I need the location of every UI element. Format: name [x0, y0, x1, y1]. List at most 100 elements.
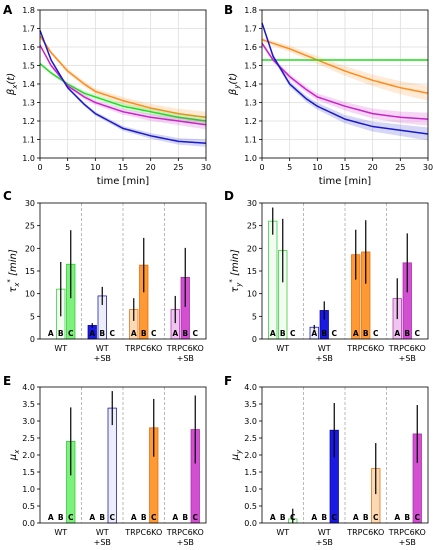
bar-letter: C — [414, 513, 420, 522]
series-line-2 — [39, 44, 207, 126]
plot-frame — [261, 9, 429, 159]
bar-letter: B — [58, 329, 64, 338]
bar-letter: A — [172, 513, 178, 522]
group-label: WT — [276, 344, 289, 353]
y-tick-label: 1.0 — [22, 485, 35, 494]
y-tick-label: 5 — [252, 312, 257, 321]
y-tick-label: 15 — [25, 267, 35, 276]
bar-letter: C — [331, 329, 337, 338]
y-tick-label: 25 — [247, 222, 257, 231]
y-tick-label: 1.0 — [244, 154, 257, 163]
group-label: TRPC6KO — [388, 528, 426, 537]
plot-frame — [39, 202, 207, 340]
x-tick-label: 5 — [65, 163, 70, 172]
x-tick-label: 15 — [118, 163, 128, 172]
y-axis-label: μx — [8, 449, 21, 461]
y-tick-label: 20 — [25, 244, 35, 253]
bar-letter: B — [280, 329, 286, 338]
x-tick-label: 10 — [312, 163, 322, 172]
y-tick-label: 1.0 — [22, 154, 35, 163]
panel-letter-A: A — [3, 3, 13, 17]
y-tick-label: 2.5 — [244, 434, 257, 443]
y-tick-label: 2.0 — [244, 451, 257, 460]
bar-letter: C — [290, 329, 296, 338]
bar-letter: C — [151, 513, 157, 522]
y-tick-label: 1.5 — [22, 468, 35, 477]
x-tick-label: 30 — [201, 163, 211, 172]
x-tick-label: 0 — [259, 163, 264, 172]
y-tick-label: 1.8 — [244, 6, 257, 15]
bar-letter: A — [172, 329, 178, 338]
x-tick-label: 0 — [37, 163, 42, 172]
y-axis-label: μy — [230, 449, 243, 461]
panel-letter-B: B — [224, 3, 233, 17]
x-tick-label: 10 — [90, 163, 100, 172]
y-tick-label: 0.0 — [22, 519, 35, 528]
bar-letter: A — [394, 329, 400, 338]
bar-1-2 — [107, 407, 117, 524]
group-label: WT — [276, 528, 289, 537]
group-label: +SB — [177, 354, 194, 363]
y-tick-label: 1.3 — [22, 99, 35, 108]
x-axis-label: time [min] — [97, 176, 150, 187]
bar-letter: B — [182, 329, 188, 338]
y-tick-label: 1.4 — [244, 80, 257, 89]
y-tick-label: 1.2 — [244, 117, 257, 126]
x-tick-label: 25 — [173, 163, 183, 172]
bar-letter: B — [321, 513, 327, 522]
x-tick-label: 15 — [340, 163, 350, 172]
group-label: TRPC6KO — [166, 528, 204, 537]
y-tick-label: 0.0 — [244, 519, 257, 528]
x-tick-label: 30 — [423, 163, 433, 172]
group-label: WT — [318, 344, 331, 353]
bar-letter: B — [363, 513, 369, 522]
bar-letter: C — [414, 329, 420, 338]
bar-letter: C — [109, 513, 115, 522]
x-tick-label: 20 — [368, 163, 378, 172]
y-tick-label: 1.7 — [22, 25, 35, 34]
bar-letter: C — [68, 329, 74, 338]
y-tick-label: 1.1 — [22, 136, 35, 145]
y-tick-label: 1.4 — [22, 80, 35, 89]
group-label: TRPC6KO — [346, 528, 384, 537]
bar-letter: A — [394, 513, 400, 522]
x-tick-label: 25 — [395, 163, 405, 172]
bar-letter: C — [68, 513, 74, 522]
plot-frame — [261, 386, 429, 524]
y-tick-label: 20 — [247, 244, 257, 253]
bar-letter: B — [404, 513, 410, 522]
y-tick-label: 1.5 — [22, 62, 35, 71]
bar-letter: A — [270, 329, 276, 338]
group-label: WT — [96, 344, 109, 353]
bar-letter: A — [89, 329, 95, 338]
group-label: TRPC6KO — [124, 344, 162, 353]
series-line-0 — [261, 38, 429, 94]
bar-letter: B — [280, 513, 286, 522]
y-tick-label: 1.7 — [244, 25, 257, 34]
bar-letter: B — [141, 513, 147, 522]
group-label: TRPC6KO — [166, 344, 204, 353]
bar-0-0 — [268, 220, 278, 340]
bar-letter: A — [311, 513, 317, 522]
y-axis-label: βy(t) — [228, 73, 241, 96]
bar-letter: A — [353, 329, 359, 338]
panel-B: B 0 5 10 15 20 25 30 1.0 1.1 1.2 1.3 1.4 1.5 1.6 1.7 1.8… — [224, 3, 433, 187]
panel-letter-F: F — [224, 374, 232, 388]
bar-letter: A — [89, 513, 95, 522]
y-axis-label: τx* [min] — [6, 249, 21, 293]
y-tick-label: 25 — [25, 222, 35, 231]
bar-letter: B — [58, 513, 64, 522]
y-tick-label: 10 — [247, 290, 257, 299]
y-tick-label: 5 — [30, 312, 35, 321]
plot-frame — [261, 202, 429, 340]
bar-letter: B — [321, 329, 327, 338]
y-tick-label: 0 — [252, 335, 257, 344]
y-tick-label: 0 — [30, 335, 35, 344]
bar-letter: C — [151, 329, 157, 338]
series-band-0 — [262, 37, 428, 101]
